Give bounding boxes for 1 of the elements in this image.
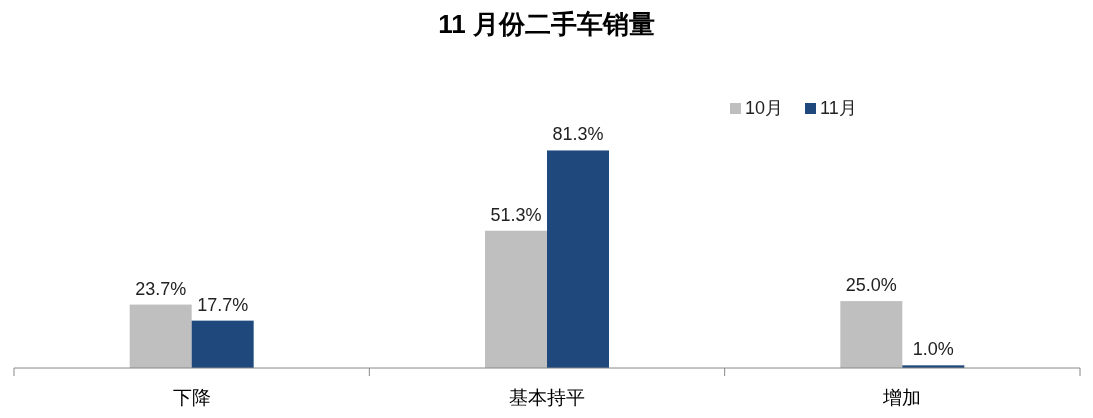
title: 11 月份二手车销量 bbox=[438, 9, 655, 39]
